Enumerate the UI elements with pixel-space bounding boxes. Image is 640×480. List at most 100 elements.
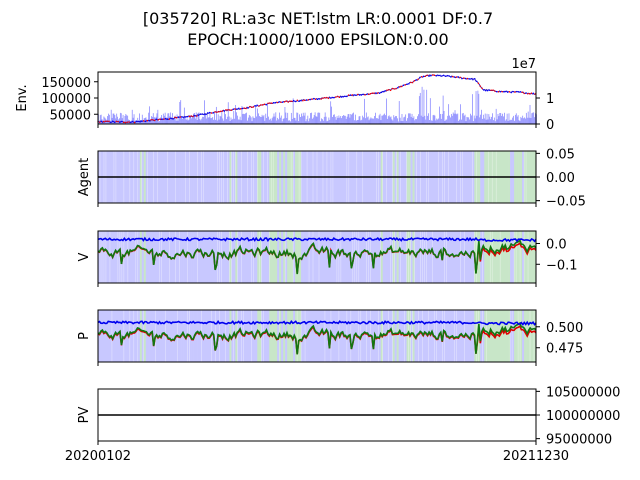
volume-bar: [433, 114, 435, 124]
action-band: [492, 231, 495, 283]
volume-bar: [279, 112, 280, 124]
volume-bar: [377, 118, 379, 124]
trade-marker: [501, 91, 503, 93]
volume-bar: [455, 113, 457, 124]
trade-marker: [446, 74, 448, 77]
volume-bar: [157, 109, 159, 124]
action-band: [386, 231, 389, 283]
action-band: [382, 231, 385, 283]
volume-bar: [466, 116, 468, 124]
right-tick-label: 105000000: [546, 385, 620, 400]
action-band: [444, 231, 447, 283]
trade-marker: [433, 74, 436, 76]
volume-bar: [423, 89, 425, 124]
trade-marker: [521, 91, 523, 93]
action-band: [520, 231, 523, 283]
volume-bar: [103, 116, 105, 124]
volume-bar: [516, 116, 518, 124]
trade-marker: [232, 108, 234, 110]
trade-marker: [154, 119, 156, 122]
volume-bar: [201, 118, 203, 124]
action-band: [482, 310, 485, 362]
volume-bar: [322, 119, 323, 124]
action-band: [386, 310, 389, 362]
trade-marker: [479, 85, 481, 87]
action-band: [159, 231, 163, 283]
volume-bar: [279, 117, 281, 124]
trade-marker: [454, 76, 456, 78]
trade-marker: [110, 121, 112, 124]
volume-bar: [217, 114, 219, 124]
trade-marker: [382, 90, 384, 93]
volume-bar: [180, 100, 182, 124]
volume-bar: [313, 115, 315, 124]
action-band: [516, 310, 519, 362]
volume-bar: [535, 113, 536, 124]
volume-bar: [282, 118, 284, 124]
value-right-ticks: 0.0 −0.1: [536, 237, 578, 273]
volume-bar: [431, 120, 433, 124]
trade-marker: [207, 112, 209, 114]
trade-marker: [404, 84, 406, 86]
action-band: [428, 231, 431, 283]
volume-bar: [414, 120, 416, 124]
volume-bar: [346, 116, 348, 124]
action-band: [420, 231, 423, 283]
volume-bar: [456, 114, 458, 124]
volume-bar: [505, 119, 507, 124]
trade-marker: [269, 102, 271, 104]
volume-bar: [371, 118, 373, 124]
trade-marker: [99, 121, 101, 123]
volume-bar: [306, 119, 308, 124]
volume-bar: [117, 116, 118, 124]
action-band: [364, 231, 368, 283]
pv-panel: PV 105000000 100000000 95000000: [77, 385, 620, 447]
action-band: [175, 231, 178, 283]
trade-marker: [486, 89, 489, 92]
trade-marker: [163, 118, 165, 120]
volume-bar: [175, 120, 177, 124]
volume-bar: [239, 116, 241, 124]
trade-marker: [408, 83, 410, 85]
right-tick-label: 0.05: [546, 147, 575, 162]
volume-bar: [210, 118, 212, 124]
volume-bar: [344, 115, 346, 124]
action-band: [117, 310, 121, 362]
volume-bar: [329, 119, 331, 124]
volume-bar: [297, 112, 299, 124]
volume-bar: [525, 118, 526, 124]
action-band: [410, 310, 413, 362]
volume-bar: [299, 114, 300, 124]
action-band: [508, 231, 511, 283]
trade-marker: [399, 86, 401, 88]
volume-bar: [211, 117, 213, 124]
trade-marker: [508, 91, 511, 93]
trade-marker: [510, 91, 512, 94]
volume-bar: [213, 119, 215, 124]
action-band: [390, 310, 393, 362]
action-band: [500, 310, 503, 362]
volume-bar: [409, 113, 411, 124]
volume-bar: [448, 104, 450, 124]
action-band: [315, 310, 318, 362]
action-band: [293, 231, 296, 283]
action-band: [400, 310, 403, 362]
volume-bar: [163, 115, 165, 124]
trade-marker: [415, 79, 417, 81]
volume-bar: [418, 114, 419, 124]
action-band: [249, 231, 252, 283]
volume-bar: [404, 116, 406, 124]
volume-bar: [272, 116, 274, 124]
volume-bar: [284, 107, 286, 124]
volume-bar: [459, 119, 460, 124]
volume-bar: [189, 114, 191, 124]
trade-marker: [505, 90, 507, 93]
action-band: [171, 231, 174, 283]
volume-bar: [512, 117, 514, 124]
action-band: [211, 231, 214, 283]
trade-marker: [245, 107, 247, 110]
action-band: [145, 231, 149, 283]
action-band: [418, 310, 421, 362]
volume-bar: [349, 117, 351, 124]
